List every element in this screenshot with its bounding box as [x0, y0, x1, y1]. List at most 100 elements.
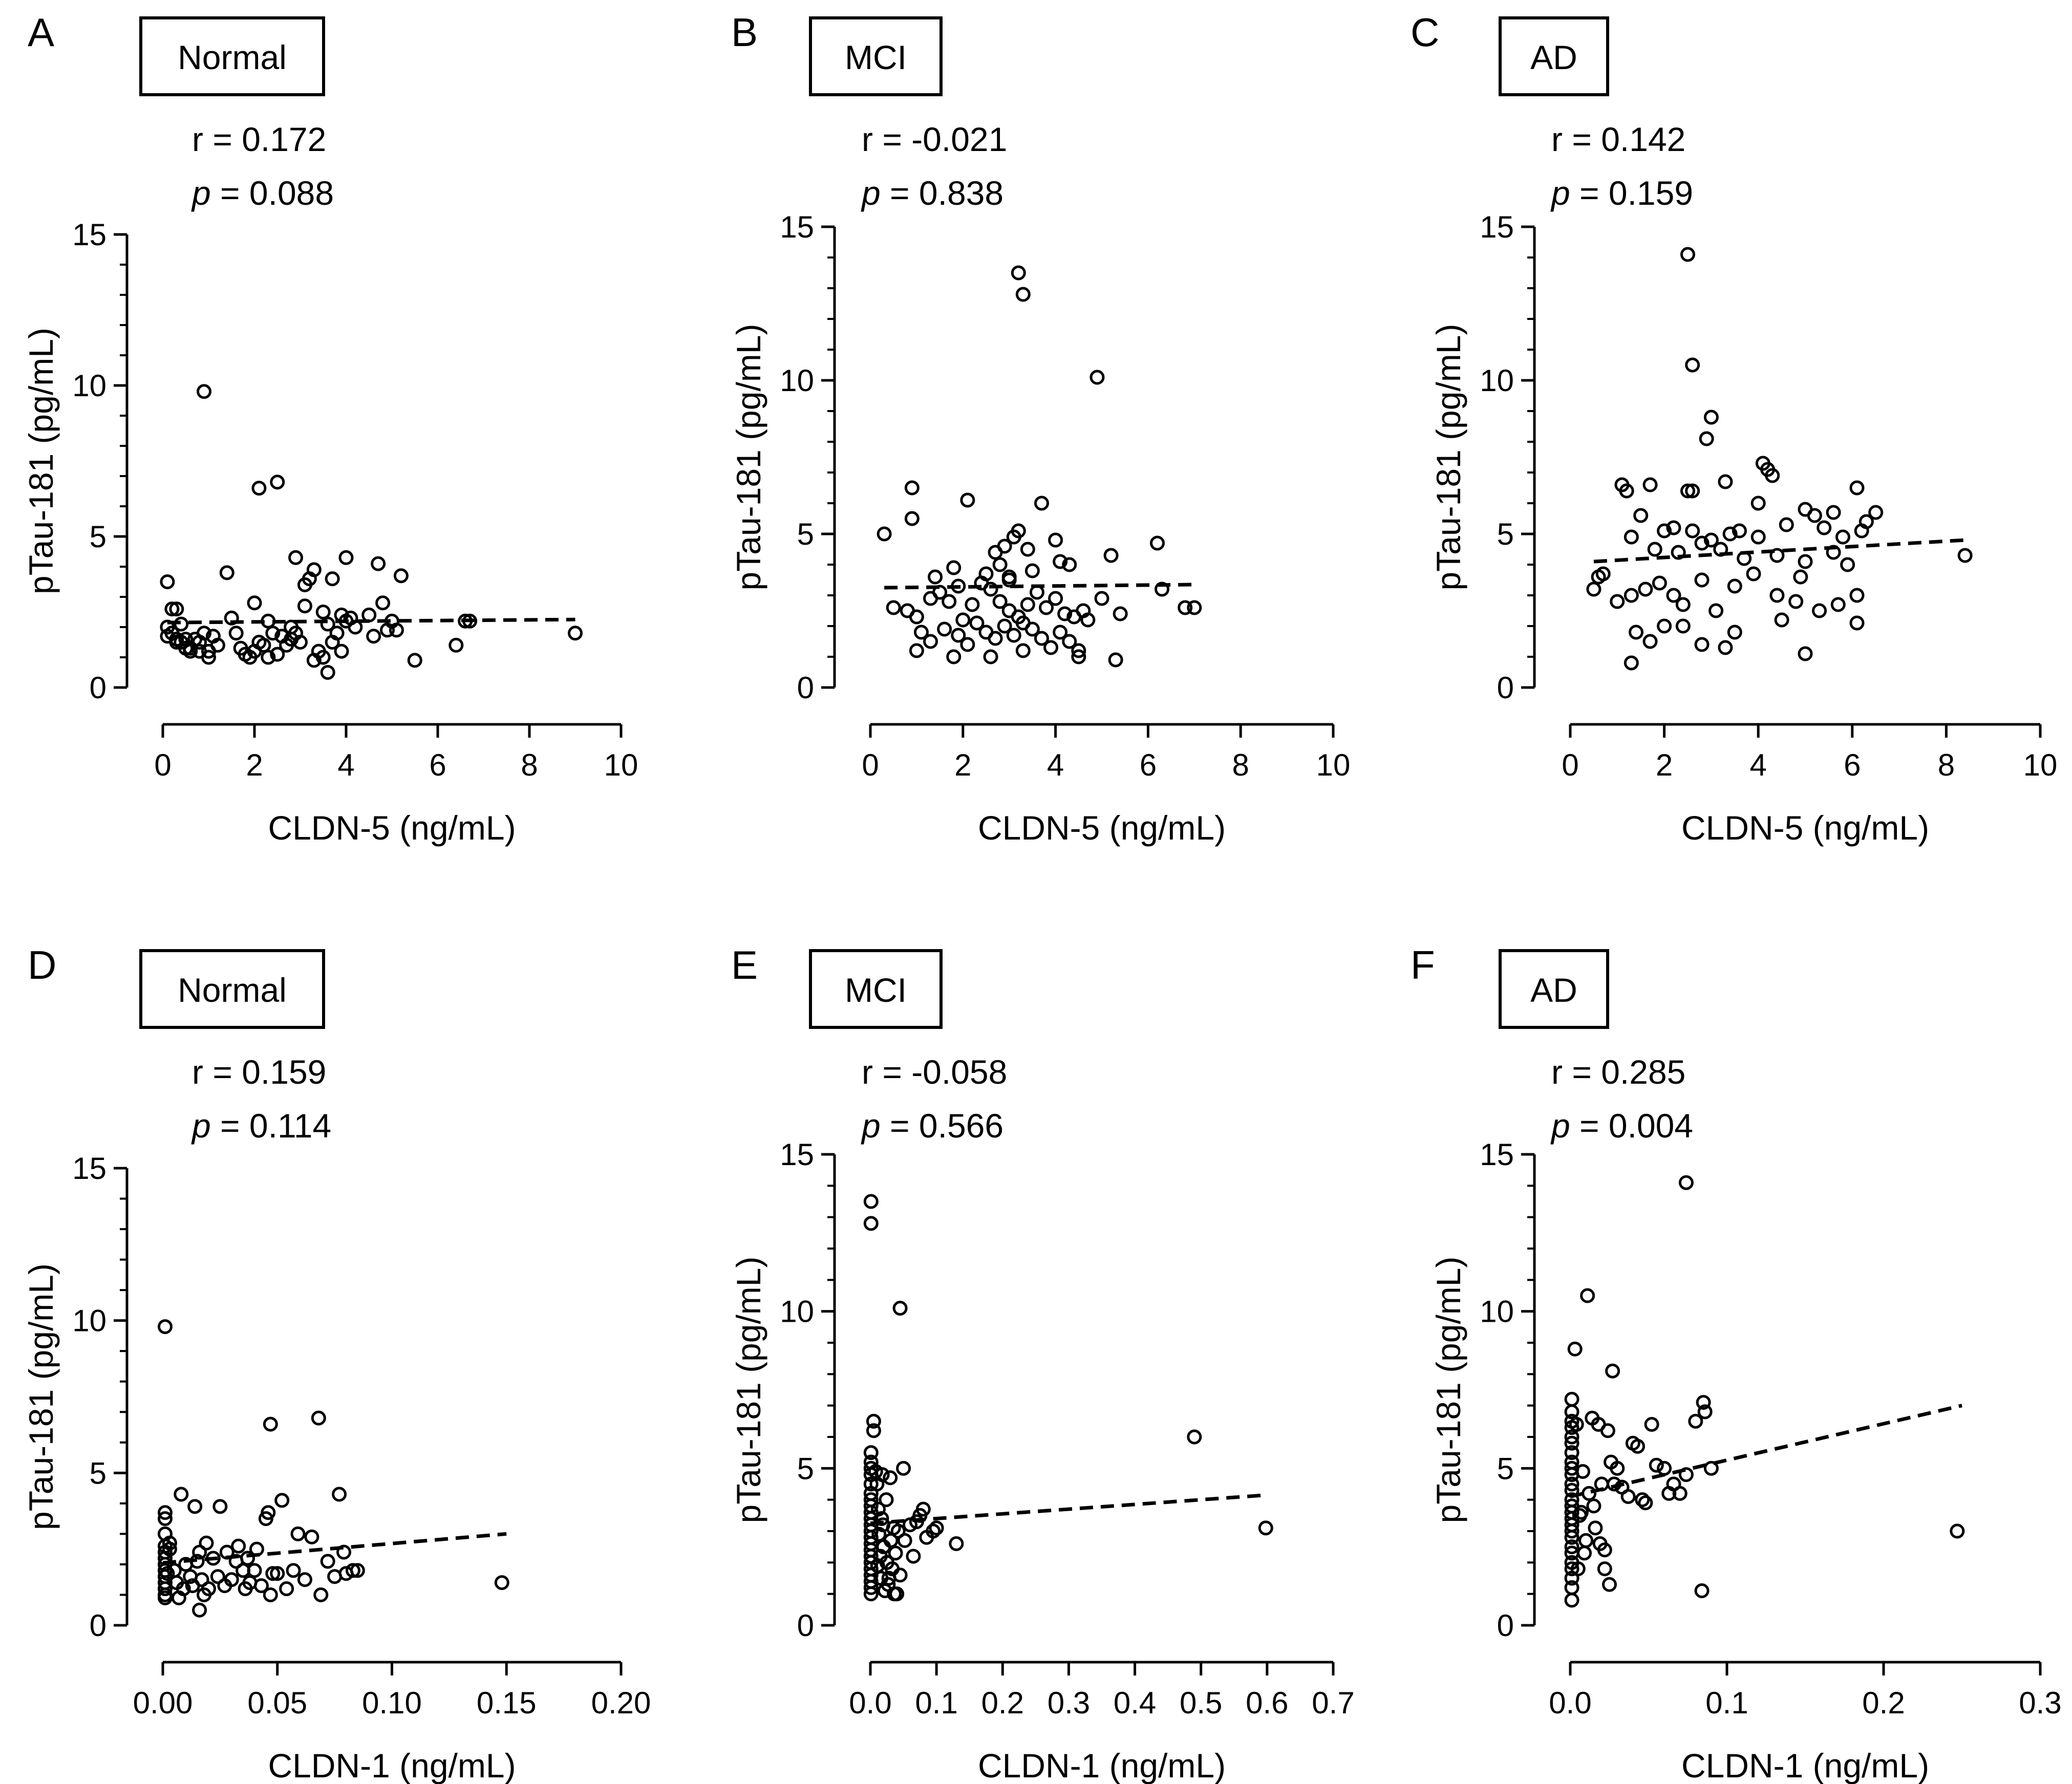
data-point: [906, 1549, 921, 1564]
data-point: [284, 619, 299, 635]
data-point: [1029, 585, 1044, 600]
data-point: [205, 1551, 221, 1566]
data-point: [946, 649, 962, 664]
data-point: [1113, 606, 1128, 621]
data-point: [1750, 529, 1766, 545]
data-point: [1564, 1593, 1579, 1608]
data-point: [1666, 588, 1681, 603]
data-point: [1187, 1429, 1202, 1445]
data-point: [157, 1590, 173, 1605]
stat-p: p = 0.159: [1550, 174, 1693, 212]
data-point: [1564, 1523, 1579, 1539]
panel-b: B MCI r = -0.021 p = 0.838 0 5 10 15 0 2 4 6 8 10 CLDN…: [730, 10, 1350, 847]
data-point: [336, 1544, 352, 1560]
data-point: [568, 626, 583, 641]
data-point: [942, 594, 957, 609]
data-point: [169, 601, 184, 617]
data-point: [297, 1572, 312, 1587]
data-point: [494, 1575, 509, 1590]
x-tick-label: 0.1: [1705, 1686, 1748, 1720]
data-point: [265, 1566, 281, 1581]
data-point: [888, 1545, 903, 1561]
panel-c: C AD r = 0.142 p = 0.159 0 5 10 15 0 2 4 6 8 10 CLDN-5…: [1411, 10, 2057, 847]
data-point: [448, 637, 464, 653]
y-tick-label: 10: [780, 363, 814, 398]
data-point: [270, 475, 285, 490]
x-axis-title: CLDN-5 (ng/mL): [1681, 809, 1929, 847]
panel-letter: B: [731, 10, 758, 55]
group-label: MCI: [845, 971, 907, 1009]
data-point: [992, 594, 1008, 609]
data-point: [969, 615, 985, 631]
y-tick-label: 10: [72, 1304, 106, 1338]
data-point: [219, 565, 234, 581]
y-tick-label: 15: [1480, 1137, 1514, 1172]
x-tick-label: 0.0: [849, 1686, 891, 1720]
data-point: [1071, 643, 1086, 658]
data-point: [1638, 582, 1653, 597]
y-tick-label: 10: [1480, 1295, 1514, 1329]
x-tick-label: 0.4: [1114, 1686, 1156, 1720]
data-point: [192, 1602, 207, 1618]
data-point: [1564, 1482, 1579, 1498]
panel-letter: C: [1411, 10, 1439, 55]
data-point: [306, 562, 322, 577]
data-point: [1732, 523, 1747, 539]
data-point: [1817, 520, 1832, 535]
y-tick-label: 0: [90, 1608, 106, 1643]
x-tick-label: 0.5: [1180, 1686, 1222, 1720]
data-point: [1854, 523, 1869, 539]
x-tick-label: 0.3: [1048, 1686, 1090, 1720]
data-point: [210, 1569, 225, 1584]
data-point: [334, 643, 349, 659]
data-point: [1812, 603, 1827, 618]
y-tick-label: 15: [72, 1151, 106, 1186]
data-point: [960, 637, 975, 652]
data-point: [1629, 625, 1644, 640]
data-point: [951, 578, 966, 594]
data-point: [1624, 588, 1639, 603]
data-point: [997, 618, 1012, 634]
data-point: [1675, 597, 1691, 612]
y-tick-label: 5: [90, 1456, 106, 1490]
data-point: [965, 597, 980, 612]
data-point: [889, 1586, 905, 1602]
data-point: [1578, 1533, 1594, 1548]
stat-p-italic: p: [861, 174, 881, 212]
data-point: [332, 1487, 347, 1502]
x-tick-label: 4: [337, 748, 354, 782]
data-point: [197, 384, 212, 399]
y-tick-label: 15: [1480, 210, 1514, 244]
x-tick-label: 0.2: [981, 1686, 1024, 1720]
data-point: [389, 622, 404, 638]
y-axis-title: pTau-181 (pg/mL): [730, 1257, 767, 1523]
data-point: [1647, 542, 1662, 557]
data-point: [261, 1505, 276, 1520]
stat-p: p = 0.566: [861, 1107, 1003, 1145]
data-point: [1187, 600, 1202, 615]
y-axis-title: pTau-181 (pg/mL): [22, 1263, 60, 1530]
data-point: [1826, 505, 1841, 520]
data-point: [199, 1535, 214, 1551]
data-point: [1657, 1460, 1672, 1476]
data-point: [870, 1558, 885, 1573]
x-tick-label: 0: [862, 748, 879, 782]
x-tick-label: 8: [1232, 748, 1249, 782]
data-point: [157, 1511, 173, 1527]
data-point: [1666, 520, 1681, 535]
data-point: [231, 1538, 246, 1554]
data-point: [162, 1541, 177, 1557]
data-point: [1685, 483, 1700, 499]
data-point: [1053, 554, 1068, 569]
x-tick-label: 6: [429, 748, 446, 782]
data-point: [1849, 615, 1865, 631]
x-axis-title: CLDN-1 (ng/mL): [1681, 1747, 1929, 1784]
data-point: [1688, 1413, 1703, 1429]
group-label-box: [139, 949, 325, 1029]
data-point: [928, 569, 943, 585]
data-point: [1826, 545, 1841, 560]
x-tick-label: 6: [1844, 748, 1861, 782]
y-axis-title: pTau-181 (pg/mL): [1429, 1257, 1467, 1523]
data-point: [951, 628, 966, 643]
